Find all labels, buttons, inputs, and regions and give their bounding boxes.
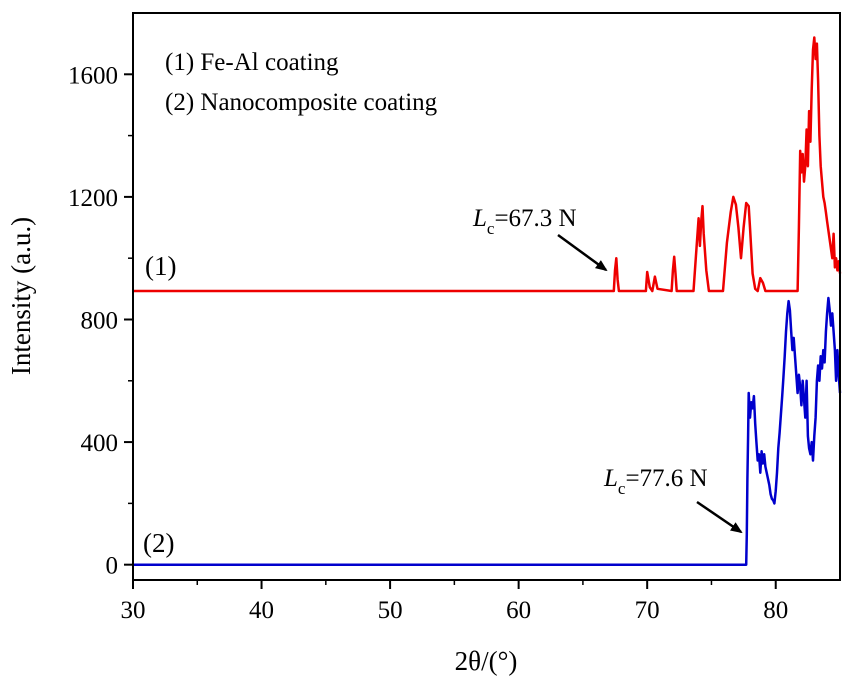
plot-frame bbox=[132, 12, 841, 581]
series-layer bbox=[133, 36, 842, 566]
y-axis-label: Intensity (a.u.) bbox=[6, 217, 36, 375]
y-tick-label-800: 800 bbox=[81, 307, 119, 334]
y-tick-label-1600: 1600 bbox=[68, 62, 118, 89]
annotation-lc-2: Lc=77.6 N bbox=[603, 465, 708, 498]
x-tick-label-60: 60 bbox=[506, 597, 531, 624]
annotation-arrow-1 bbox=[557, 233, 608, 272]
annotation-arrow-2 bbox=[696, 500, 743, 534]
x-tick-label-50: 50 bbox=[378, 597, 403, 624]
x-tick-label-70: 70 bbox=[635, 597, 660, 624]
x-tick-label-80: 80 bbox=[763, 597, 788, 624]
x-tick-label-40: 40 bbox=[249, 597, 274, 624]
annotation-lc-1: Lc=67.3 N bbox=[472, 205, 577, 238]
series-tag-1: (1) bbox=[145, 251, 176, 281]
series-line-1 bbox=[133, 36, 842, 293]
x-axis-label: 2θ/(°) bbox=[455, 646, 518, 676]
y-tick-label-0: 0 bbox=[106, 553, 119, 580]
y-tick-label-400: 400 bbox=[81, 430, 119, 457]
series-line-2 bbox=[133, 296, 842, 566]
x-tick-label-30: 30 bbox=[121, 597, 146, 624]
y-tick-label-1200: 1200 bbox=[68, 185, 118, 212]
legend-entry-1: (1) Fe-Al coating bbox=[165, 49, 339, 76]
series-tag-2: (2) bbox=[143, 528, 174, 558]
legend-entry-2: (2) Nanocomposite coating bbox=[165, 89, 438, 116]
